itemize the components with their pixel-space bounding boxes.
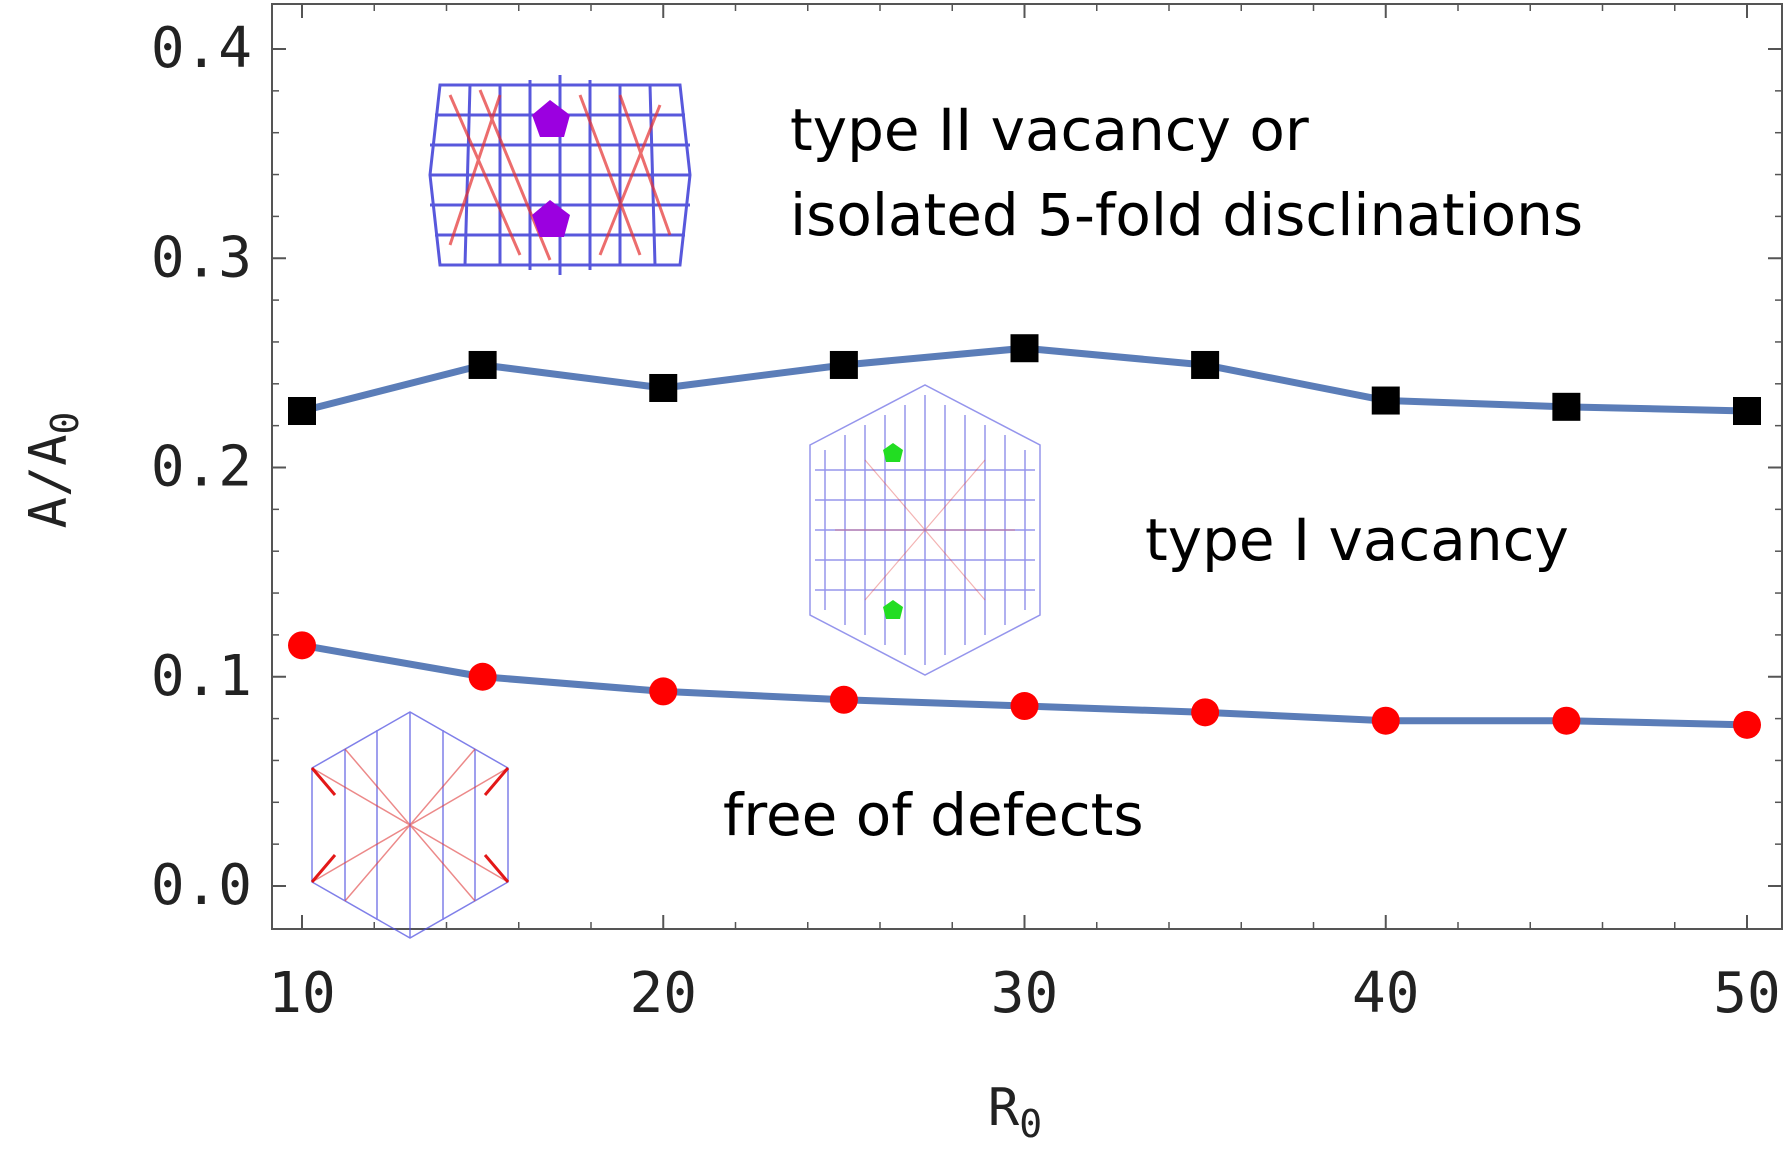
- y-axis-title: A/A0: [19, 412, 87, 529]
- data-point-square: [1191, 350, 1220, 379]
- x-tick-label: 50: [1713, 961, 1780, 1026]
- y-axis-title-sub: 0: [43, 412, 87, 435]
- y-tick-label: 0.4: [151, 16, 252, 81]
- data-point-circle: [1010, 692, 1039, 721]
- data-point-circle: [1733, 710, 1761, 739]
- data-point-circle: [468, 662, 497, 691]
- type1-pentagon-bottom: [883, 600, 903, 619]
- y-tick-labels: 0.0 0.1 0.2 0.3 0.4: [151, 16, 252, 918]
- x-tick-labels: 10 20 30 40 50: [268, 961, 1780, 1026]
- type2-vacancy-lattice-image: [428, 75, 692, 275]
- data-point-square: [1010, 334, 1039, 363]
- x-tick-label: 30: [991, 961, 1058, 1026]
- defect-free-lattice-image: [310, 711, 510, 939]
- x-tick-label: 20: [630, 961, 697, 1026]
- annotation-free: free of defects: [723, 781, 1144, 849]
- series-markers-type1-vacancy: [288, 334, 1761, 426]
- data-point-square: [1733, 397, 1761, 426]
- x-axis-title-sub: 0: [1019, 1102, 1042, 1146]
- x-tick-label: 10: [268, 961, 335, 1026]
- series-markers-free-of-defects: [288, 631, 1761, 739]
- data-point-circle: [1371, 706, 1400, 735]
- x-axis-title-main: R: [988, 1078, 1020, 1138]
- annotation-type2-line1: type II vacancy or: [790, 96, 1309, 164]
- data-point-square: [1552, 392, 1581, 421]
- y-tick-label: 0.3: [151, 225, 252, 290]
- y-tick-label: 0.0: [151, 853, 252, 918]
- data-point-square: [649, 373, 678, 402]
- data-point-circle: [1191, 698, 1220, 727]
- type1-vacancy-lattice-image: [809, 384, 1041, 676]
- data-point-square: [1371, 386, 1400, 415]
- data-point-circle: [1552, 706, 1581, 735]
- data-point-square: [829, 350, 858, 379]
- x-tick-label: 40: [1352, 961, 1419, 1026]
- annotation-type1: type I vacancy: [1145, 506, 1569, 574]
- data-point-circle: [829, 685, 858, 714]
- data-point-circle: [288, 631, 316, 660]
- data-point-circle: [649, 677, 678, 706]
- x-axis-title: R0: [988, 1078, 1042, 1146]
- y-tick-label: 0.1: [151, 644, 252, 709]
- type1-pentagon-top: [883, 443, 903, 462]
- annotation-type2-line2: isolated 5-fold disclinations: [790, 181, 1583, 249]
- axis-ticks: [272, 4, 1782, 929]
- type2-pentagon-top: [532, 100, 570, 137]
- y-tick-label: 0.2: [151, 435, 252, 500]
- y-axis-title-main: A/A: [19, 434, 79, 528]
- data-point-square: [468, 350, 497, 379]
- data-point-square: [288, 397, 316, 426]
- type2-pentagon-bottom: [532, 200, 570, 237]
